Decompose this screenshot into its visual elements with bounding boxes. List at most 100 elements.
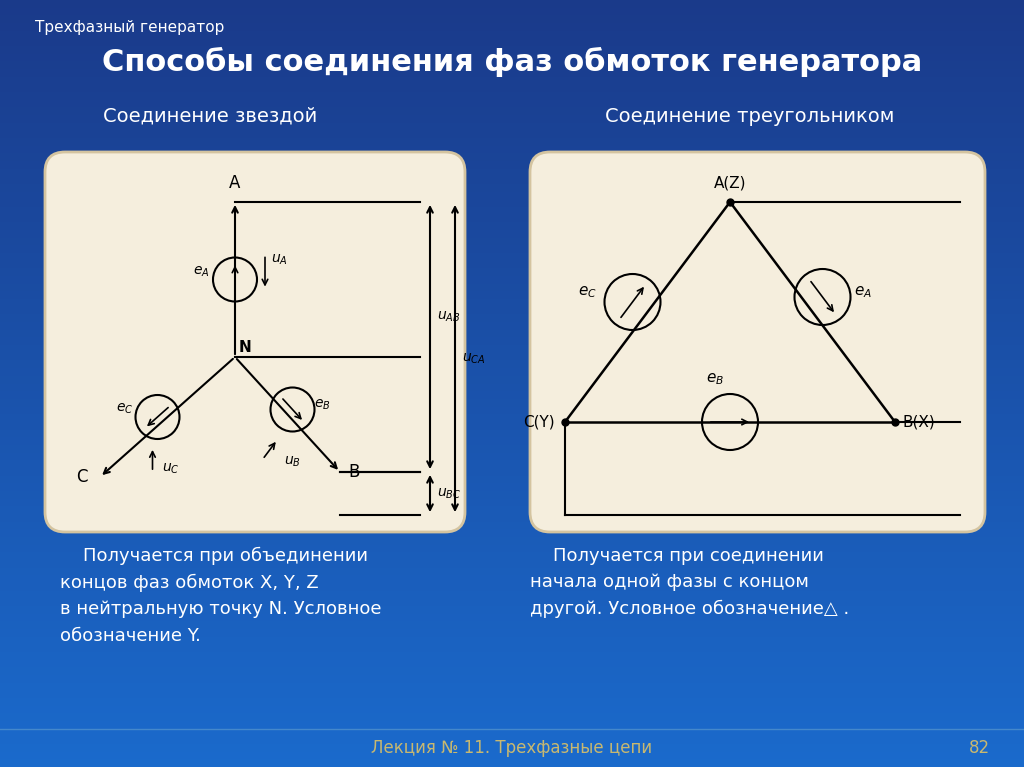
Bar <box>0 621 1024 629</box>
Text: Трехфазный генератор: Трехфазный генератор <box>35 20 224 35</box>
Bar <box>0 391 1024 399</box>
Bar <box>0 345 1024 353</box>
Bar <box>0 207 1024 215</box>
Text: $u_A$: $u_A$ <box>271 252 288 267</box>
Bar <box>0 353 1024 360</box>
Bar <box>0 23 1024 31</box>
Bar <box>0 92 1024 100</box>
Text: A: A <box>229 174 241 192</box>
Bar <box>0 107 1024 115</box>
Bar <box>0 368 1024 376</box>
Text: $e_B$: $e_B$ <box>314 397 331 412</box>
Bar <box>0 38 1024 46</box>
Bar <box>0 384 1024 391</box>
Bar <box>0 307 1024 314</box>
Bar <box>0 115 1024 123</box>
Bar <box>0 299 1024 307</box>
Bar <box>0 230 1024 238</box>
Bar <box>0 759 1024 767</box>
Bar <box>0 337 1024 345</box>
Bar <box>0 637 1024 644</box>
Bar <box>0 598 1024 606</box>
Text: A(Z): A(Z) <box>714 175 746 190</box>
Bar <box>0 238 1024 245</box>
Bar <box>0 545 1024 552</box>
Bar <box>0 614 1024 621</box>
Bar <box>0 184 1024 192</box>
Bar <box>0 146 1024 153</box>
Text: 82: 82 <box>969 739 990 757</box>
Text: $e_A$: $e_A$ <box>193 265 210 278</box>
Bar <box>0 675 1024 683</box>
Bar <box>0 752 1024 759</box>
Text: C(Y): C(Y) <box>523 414 555 430</box>
Bar <box>0 652 1024 660</box>
Bar <box>0 153 1024 161</box>
Bar <box>0 568 1024 575</box>
Bar <box>0 8 1024 15</box>
Text: Способы соединения фаз обмоток генератора: Способы соединения фаз обмоток генератор… <box>101 47 923 77</box>
Bar <box>0 706 1024 713</box>
Bar <box>0 69 1024 77</box>
Text: N: N <box>239 340 252 355</box>
Bar <box>0 537 1024 545</box>
Bar <box>0 476 1024 483</box>
Bar <box>0 744 1024 752</box>
Bar <box>0 192 1024 199</box>
Bar <box>0 15 1024 23</box>
Bar <box>0 61 1024 69</box>
Text: Соединение звездой: Соединение звездой <box>102 107 317 126</box>
Text: $u_C$: $u_C$ <box>163 462 180 476</box>
Bar <box>0 721 1024 729</box>
Text: Получается при объединении
концов фаз обмоток X, Y, Z
в нейтральную точку N. Усл: Получается при объединении концов фаз об… <box>60 547 382 645</box>
Bar <box>0 514 1024 522</box>
Bar <box>0 422 1024 430</box>
Bar <box>0 54 1024 61</box>
Bar <box>0 245 1024 253</box>
Bar <box>0 522 1024 529</box>
Bar <box>0 322 1024 330</box>
Bar <box>0 698 1024 706</box>
Bar <box>0 407 1024 414</box>
Bar <box>0 644 1024 652</box>
Bar <box>0 123 1024 130</box>
Bar <box>0 483 1024 491</box>
Bar <box>0 506 1024 514</box>
Bar <box>0 491 1024 499</box>
Text: Соединение треугольником: Соединение треугольником <box>605 107 895 126</box>
Bar <box>0 499 1024 506</box>
Bar <box>0 560 1024 568</box>
Bar <box>0 130 1024 138</box>
Bar <box>0 176 1024 184</box>
Text: B(X): B(X) <box>903 414 936 430</box>
Text: $e_A$: $e_A$ <box>854 284 872 300</box>
Bar <box>0 199 1024 207</box>
Bar <box>0 84 1024 92</box>
Bar <box>0 276 1024 284</box>
Bar <box>0 460 1024 468</box>
Bar <box>0 606 1024 614</box>
Bar <box>0 683 1024 690</box>
Text: $u_{BC}$: $u_{BC}$ <box>437 486 461 501</box>
Bar <box>0 713 1024 721</box>
Bar <box>0 222 1024 230</box>
Bar <box>0 253 1024 261</box>
Bar <box>0 629 1024 637</box>
Bar <box>0 31 1024 38</box>
FancyBboxPatch shape <box>530 152 985 532</box>
Text: $e_C$: $e_C$ <box>116 402 133 416</box>
Bar <box>0 468 1024 476</box>
Text: B: B <box>348 463 359 481</box>
Bar <box>0 284 1024 291</box>
Text: Получается при соединении
начала одной фазы с концом
другой. Условное обозначени: Получается при соединении начала одной ф… <box>530 547 849 618</box>
Bar <box>0 330 1024 337</box>
Bar <box>0 445 1024 453</box>
Bar <box>0 529 1024 537</box>
Bar <box>0 161 1024 169</box>
Bar <box>0 46 1024 54</box>
Bar <box>0 552 1024 560</box>
Bar <box>0 77 1024 84</box>
Text: $u_{AB}$: $u_{AB}$ <box>437 310 461 324</box>
Bar <box>0 100 1024 107</box>
Bar <box>0 268 1024 276</box>
